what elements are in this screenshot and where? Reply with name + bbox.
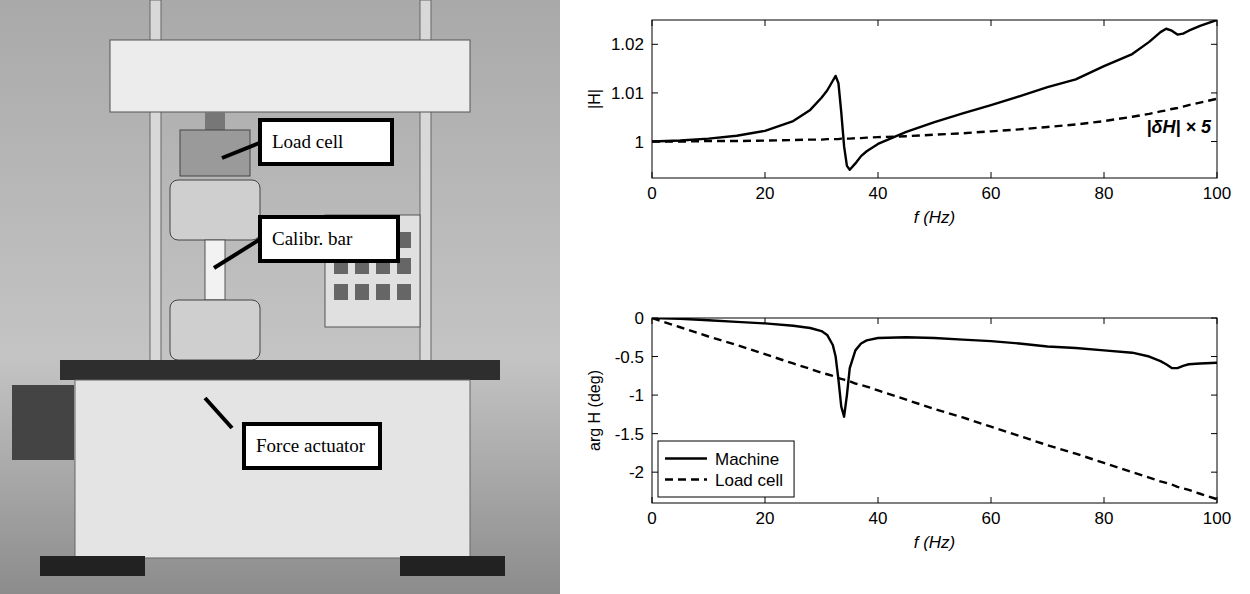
- lower-grip: [170, 300, 260, 360]
- stage: 0 20 40 60 80 100 1 1.01 1.02 f (Hz) |H| |δH| × 5 0 2…: [0, 0, 1250, 594]
- x-tick: [1104, 172, 1105, 178]
- y-tick-label: -0.5: [615, 348, 644, 367]
- panel-key: [376, 284, 390, 300]
- leader-line: [205, 398, 232, 428]
- chart: 0 20 40 60 80 100 -2 -1.5 -1 -0.5 0 f (Hz) arg H (de…: [586, 309, 1231, 552]
- x-tick-label: 20: [756, 509, 775, 528]
- y-tick: [652, 472, 658, 473]
- x-tick: [1104, 20, 1105, 26]
- rod: [205, 112, 225, 130]
- legend-swatch: [665, 478, 707, 480]
- x-tick: [878, 318, 879, 324]
- x-tick: [765, 172, 766, 178]
- chart: 0 20 40 60 80 100 1 1.01 1.02 f (Hz) |H| |δH| × 5: [586, 20, 1231, 227]
- x-tick: [878, 20, 879, 26]
- y-tick: [1211, 44, 1217, 45]
- y-tick: [1211, 141, 1217, 142]
- x-tick-label: 60: [982, 509, 1001, 528]
- series-line: [652, 99, 1217, 142]
- y-tick: [652, 92, 658, 93]
- x-tick: [1104, 497, 1105, 503]
- x-tick-label: 0: [647, 509, 656, 528]
- x-tick-label: 80: [1095, 509, 1114, 528]
- x-tick: [765, 497, 766, 503]
- photo-background: [0, 0, 560, 594]
- y-tick: [652, 433, 658, 434]
- plot-area: [652, 318, 1217, 503]
- figure: 0 20 40 60 80 100 1 1.01 1.02 f (Hz) |H| |δH| × 5 0 2…: [0, 0, 1250, 594]
- y-tick: [1211, 472, 1217, 473]
- series-line: [652, 318, 1217, 499]
- foot: [400, 556, 505, 576]
- x-tick: [991, 20, 992, 26]
- x-tick: [991, 318, 992, 324]
- legend-box: [658, 441, 794, 497]
- x-tick: [1104, 318, 1105, 324]
- y-tick: [1211, 395, 1217, 396]
- x-tick: [878, 172, 879, 178]
- x-tick: [765, 20, 766, 26]
- panel-key: [397, 284, 411, 300]
- y-tick-label: 1.02: [611, 35, 644, 54]
- x-tick: [991, 172, 992, 178]
- y-axis-title: arg H (deg): [586, 370, 603, 451]
- plot-frame: [652, 20, 1217, 178]
- x-axis-title: f (Hz): [914, 208, 956, 227]
- y-tick-label: 1: [635, 133, 644, 152]
- y-tick-label: -1.5: [615, 425, 644, 444]
- crosshead: [110, 40, 470, 112]
- legend: Machine Load cell: [658, 441, 794, 497]
- legend-label: Load cell: [715, 471, 783, 490]
- series-line: [652, 318, 1217, 417]
- y-tick-label: 1.01: [611, 84, 644, 103]
- plot-frame: [652, 318, 1217, 503]
- plot-area: [652, 20, 1217, 178]
- series-group: [652, 20, 1217, 170]
- annotation: |δH| × 5: [1146, 117, 1212, 137]
- y-tick: [1211, 356, 1217, 357]
- legend-label: Machine: [715, 450, 779, 469]
- calibration-bar: [205, 240, 225, 300]
- series-line: [652, 20, 1217, 170]
- y-axis-title: |H|: [586, 89, 603, 109]
- x-tick-label: 40: [869, 184, 888, 203]
- x-tick-label: 20: [756, 184, 775, 203]
- upper-grip: [170, 180, 260, 240]
- cabinet: [75, 380, 470, 558]
- x-tick: [878, 497, 879, 503]
- panel-key: [355, 284, 369, 300]
- y-tick: [652, 356, 658, 357]
- y-tick: [652, 44, 658, 45]
- y-tick: [1211, 433, 1217, 434]
- series-group: [652, 318, 1217, 499]
- pendant: [12, 385, 74, 460]
- x-axis-title: f (Hz): [914, 533, 956, 552]
- y-tick: [652, 395, 658, 396]
- foot: [40, 556, 145, 576]
- x-tick: [991, 497, 992, 503]
- x-tick-label: 0: [647, 184, 656, 203]
- x-tick-label: 40: [869, 509, 888, 528]
- photo-label: Calibr. bar: [258, 215, 400, 263]
- machine-photo: [0, 0, 560, 594]
- table: [60, 360, 500, 380]
- legend-swatch: [665, 457, 707, 459]
- panel-key: [334, 284, 348, 300]
- y-tick-label: 0: [635, 309, 644, 328]
- x-tick-label: 100: [1203, 184, 1231, 203]
- photo-label: Force actuator: [242, 422, 382, 470]
- y-tick-label: -2: [629, 463, 644, 482]
- x-tick-label: 60: [982, 184, 1001, 203]
- x-tick-label: 80: [1095, 184, 1114, 203]
- leader-line: [214, 238, 262, 268]
- x-tick-label: 100: [1203, 509, 1231, 528]
- y-tick-label: -1: [629, 386, 644, 405]
- photo-label: Load cell: [258, 118, 394, 166]
- y-tick: [1211, 92, 1217, 93]
- leader-line: [222, 142, 262, 158]
